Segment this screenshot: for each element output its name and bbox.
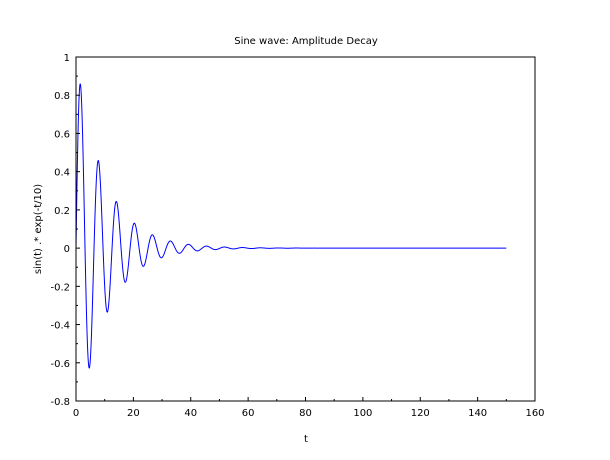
y-tick-label: 0: [64, 244, 70, 255]
series-line-damped-sine: [75, 83, 507, 369]
y-tick-label: -0.6: [50, 359, 70, 370]
x-tick-label: 140: [468, 408, 487, 419]
x-axis-ticks: 0 20 40 60 80 100 120 140 160: [73, 397, 545, 419]
y-tick-label: 1: [64, 53, 70, 64]
x-axis-label: t: [304, 434, 308, 445]
y-tick-label: 0.4: [54, 168, 70, 179]
plot-background: [76, 57, 535, 401]
x-tick-label: 120: [411, 408, 430, 419]
y-axis-label: sin(t) .* exp(-t/10): [33, 184, 44, 274]
series-layer: [75, 83, 507, 369]
x-tick-label: 40: [184, 408, 197, 419]
x-tick-label: 60: [242, 408, 255, 419]
x-tick-label: 80: [299, 408, 312, 419]
x-tick-label: 160: [525, 408, 544, 419]
x-tick-label: 100: [353, 408, 372, 419]
y-tick-label: -0.8: [50, 397, 70, 408]
x-tick-label: 0: [73, 408, 79, 419]
chart-title: Sine wave: Amplitude Decay: [234, 36, 378, 47]
y-axis-ticks: -0.8 -0.6 -0.4 -0.2 0 0.2 0.4 0.6 0.8 1: [50, 53, 80, 408]
y-tick-label: 0.2: [54, 206, 70, 217]
x-tick-label: 20: [127, 408, 140, 419]
y-tick-label: 0.8: [54, 91, 70, 102]
y-tick-label: -0.4: [50, 321, 70, 332]
y-tick-label: 0.6: [54, 129, 70, 140]
y-tick-label: -0.2: [50, 282, 70, 293]
